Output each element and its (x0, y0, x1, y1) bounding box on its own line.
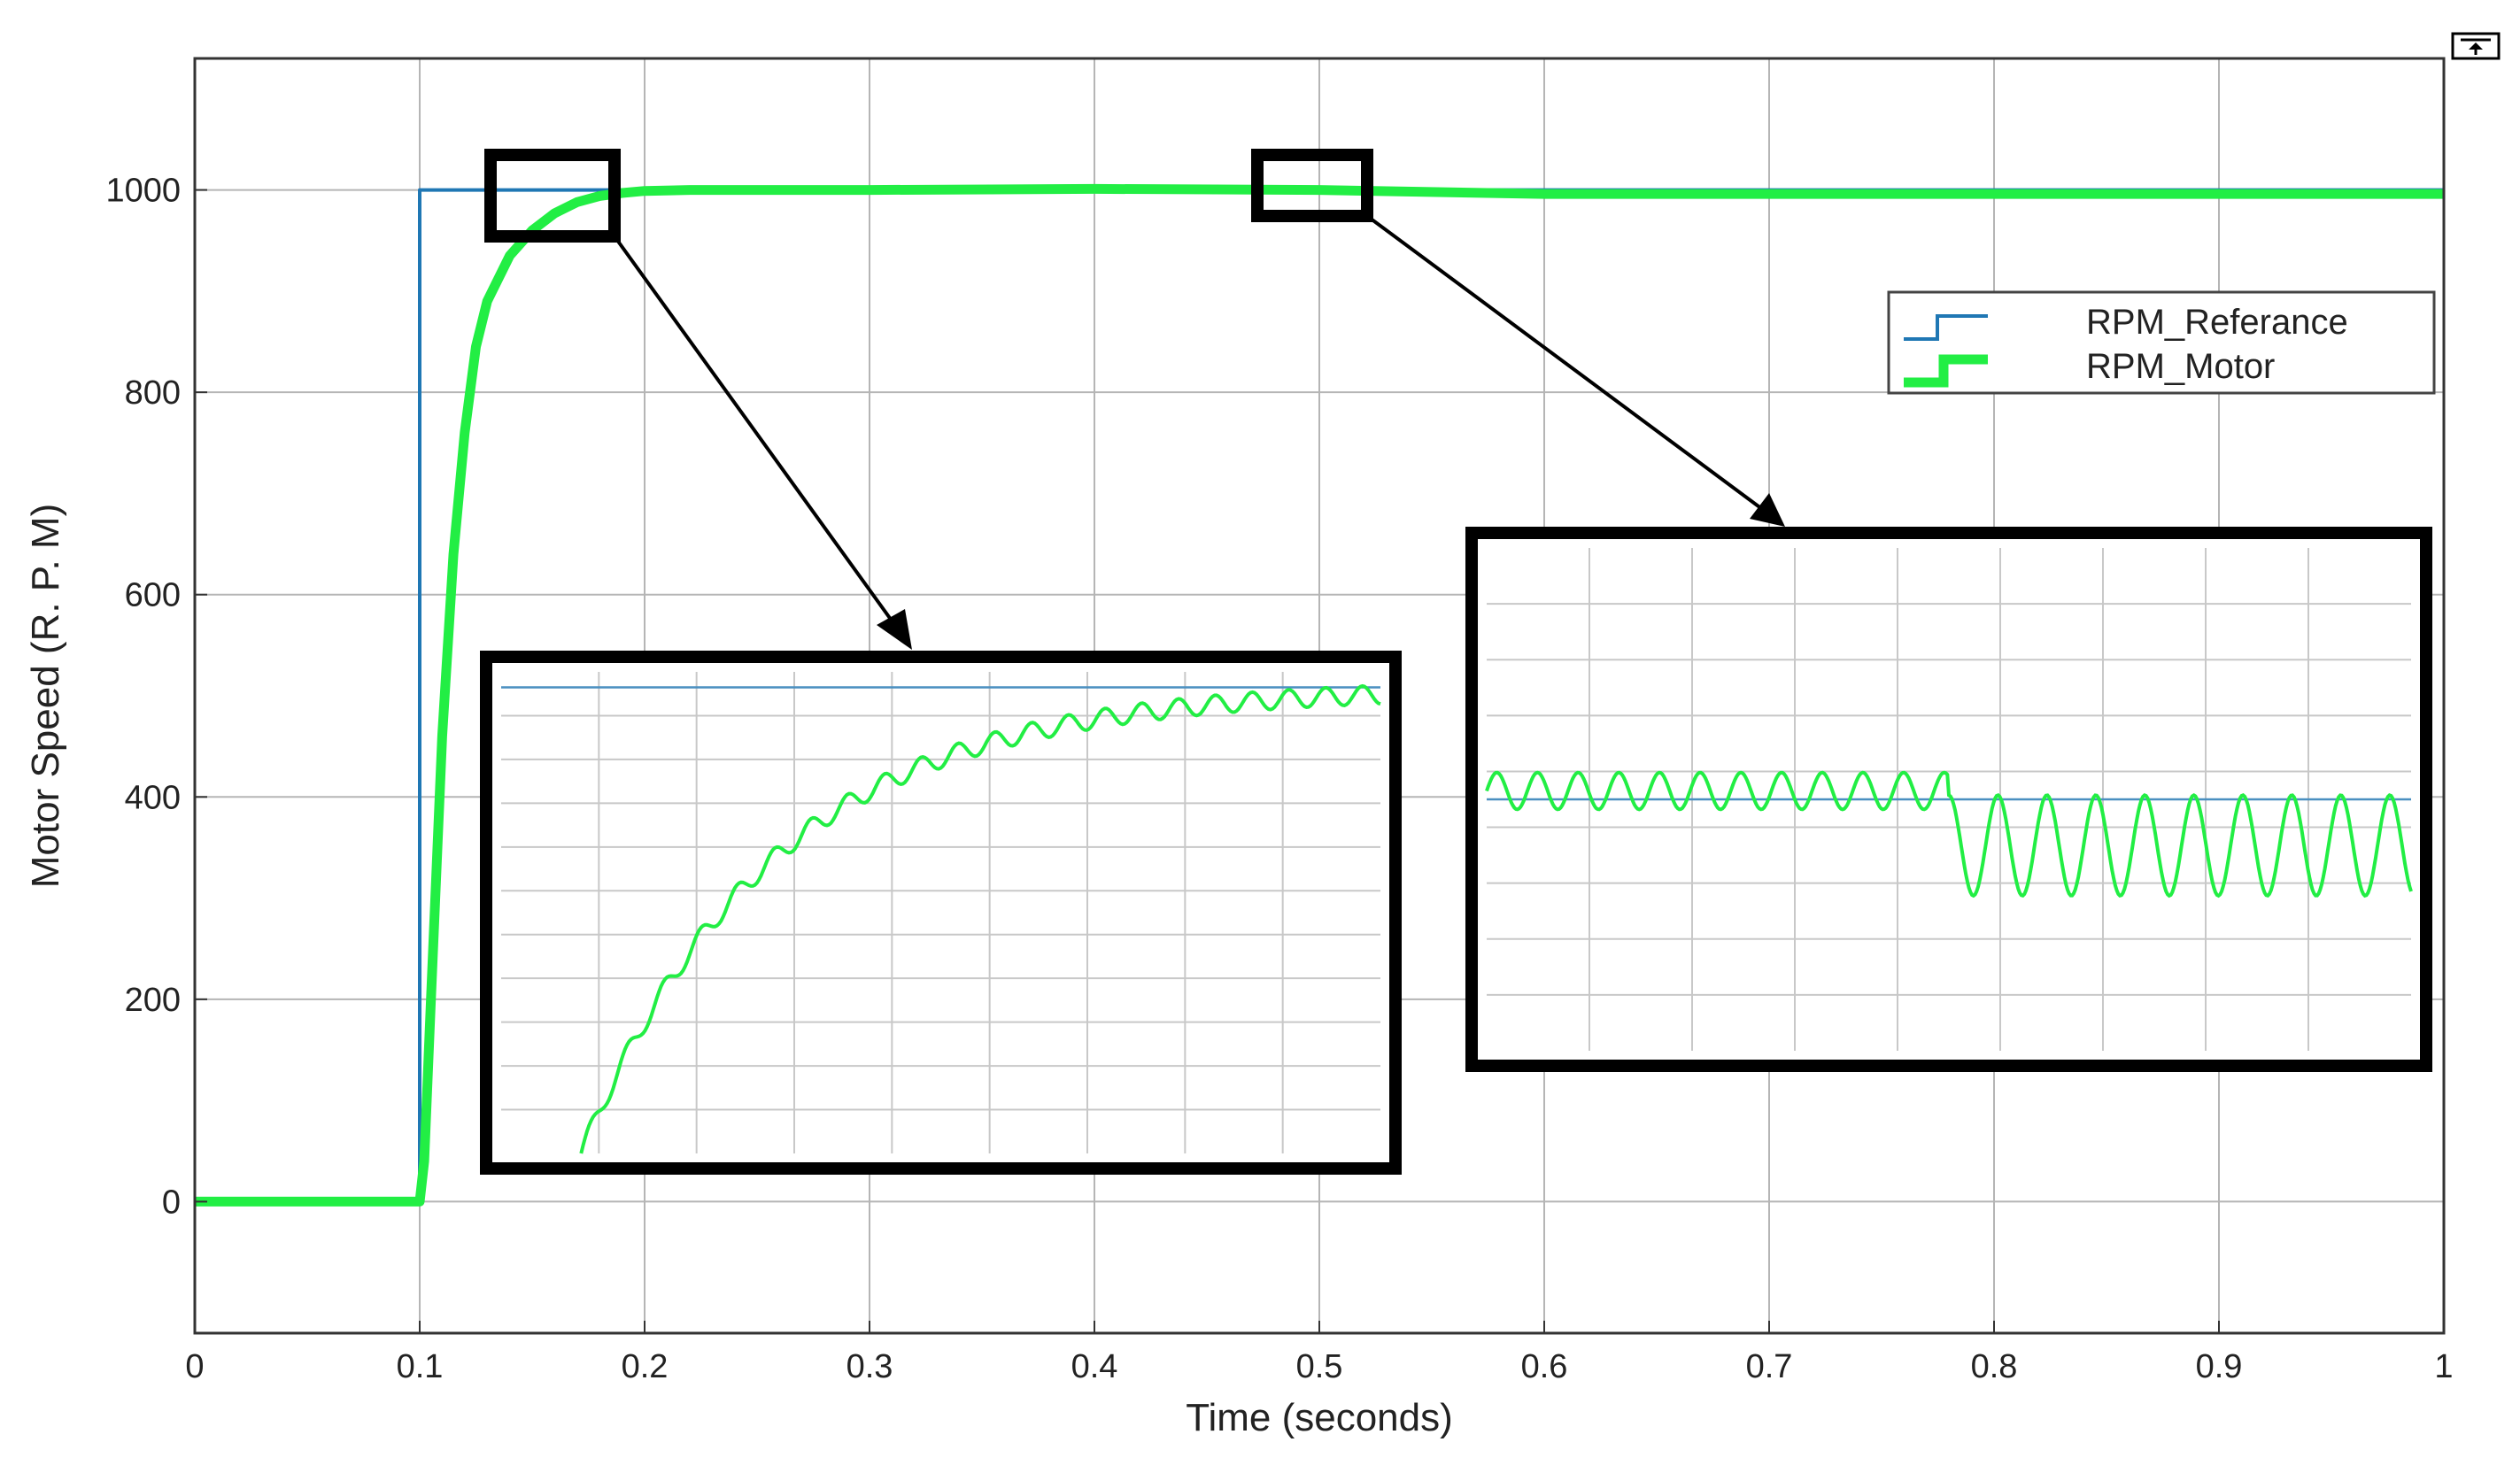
zoom-box-left (484, 149, 621, 243)
y-tick-label: 1000 (105, 173, 181, 210)
x-tick-label: 0 (185, 1348, 204, 1385)
inset-right (1465, 527, 2432, 1072)
inset-left (480, 651, 1402, 1175)
x-tick-label: 0.2 (622, 1348, 669, 1385)
x-tick-label: 0.1 (397, 1348, 444, 1385)
x-tick-label: 0.8 (1971, 1348, 2018, 1385)
series-layer (195, 183, 2444, 1207)
x-tick-label: 0.7 (1746, 1348, 1793, 1385)
legend-swatch-motor (1904, 354, 1988, 388)
restore-icon[interactable] (2451, 32, 2501, 60)
y-tick-labels: 0 200 400 600 800 1000 (105, 173, 207, 1221)
x-tick-labels: 0 0.1 0.2 0.3 0.4 0.5 0.6 0.7 0.8 0.9 1 (185, 1321, 2454, 1385)
zoom-arrow-left (613, 235, 912, 650)
y-tick-label: 400 (125, 779, 181, 816)
x-tick-label: 0.9 (2196, 1348, 2243, 1385)
y-tick-label: 600 (125, 577, 181, 614)
legend-label-motor: RPM_Motor (2086, 347, 2275, 386)
zoom-box-right (1251, 149, 1373, 222)
series-line-motor (195, 183, 2444, 1207)
y-tick-label: 200 (125, 982, 181, 1019)
y-axis-title: Motor Speed (R. P. M) (24, 504, 67, 888)
x-tick-label: 0.3 (846, 1348, 893, 1385)
legend-box (1887, 290, 2436, 395)
x-tick-label: 1 (2434, 1348, 2453, 1385)
x-tick-label: 0.5 (1296, 1348, 1343, 1385)
legend: RPM_Referance RPM_Motor (1887, 290, 2436, 395)
inset-right-motor-curve (1485, 770, 2413, 898)
legend-swatch-reference (1904, 314, 1988, 341)
x-axis-title: Time (seconds) (1186, 1396, 1453, 1439)
legend-label-reference: RPM_Referance (2086, 303, 2348, 342)
y-tick-label: 800 (125, 374, 181, 412)
inset-left-motor-curve (579, 683, 1381, 1154)
x-tick-label: 0.6 (1521, 1348, 1568, 1385)
zoom-arrow-right (1365, 214, 1785, 527)
x-tick-label: 0.4 (1071, 1348, 1118, 1385)
y-tick-label: 0 (162, 1184, 181, 1221)
